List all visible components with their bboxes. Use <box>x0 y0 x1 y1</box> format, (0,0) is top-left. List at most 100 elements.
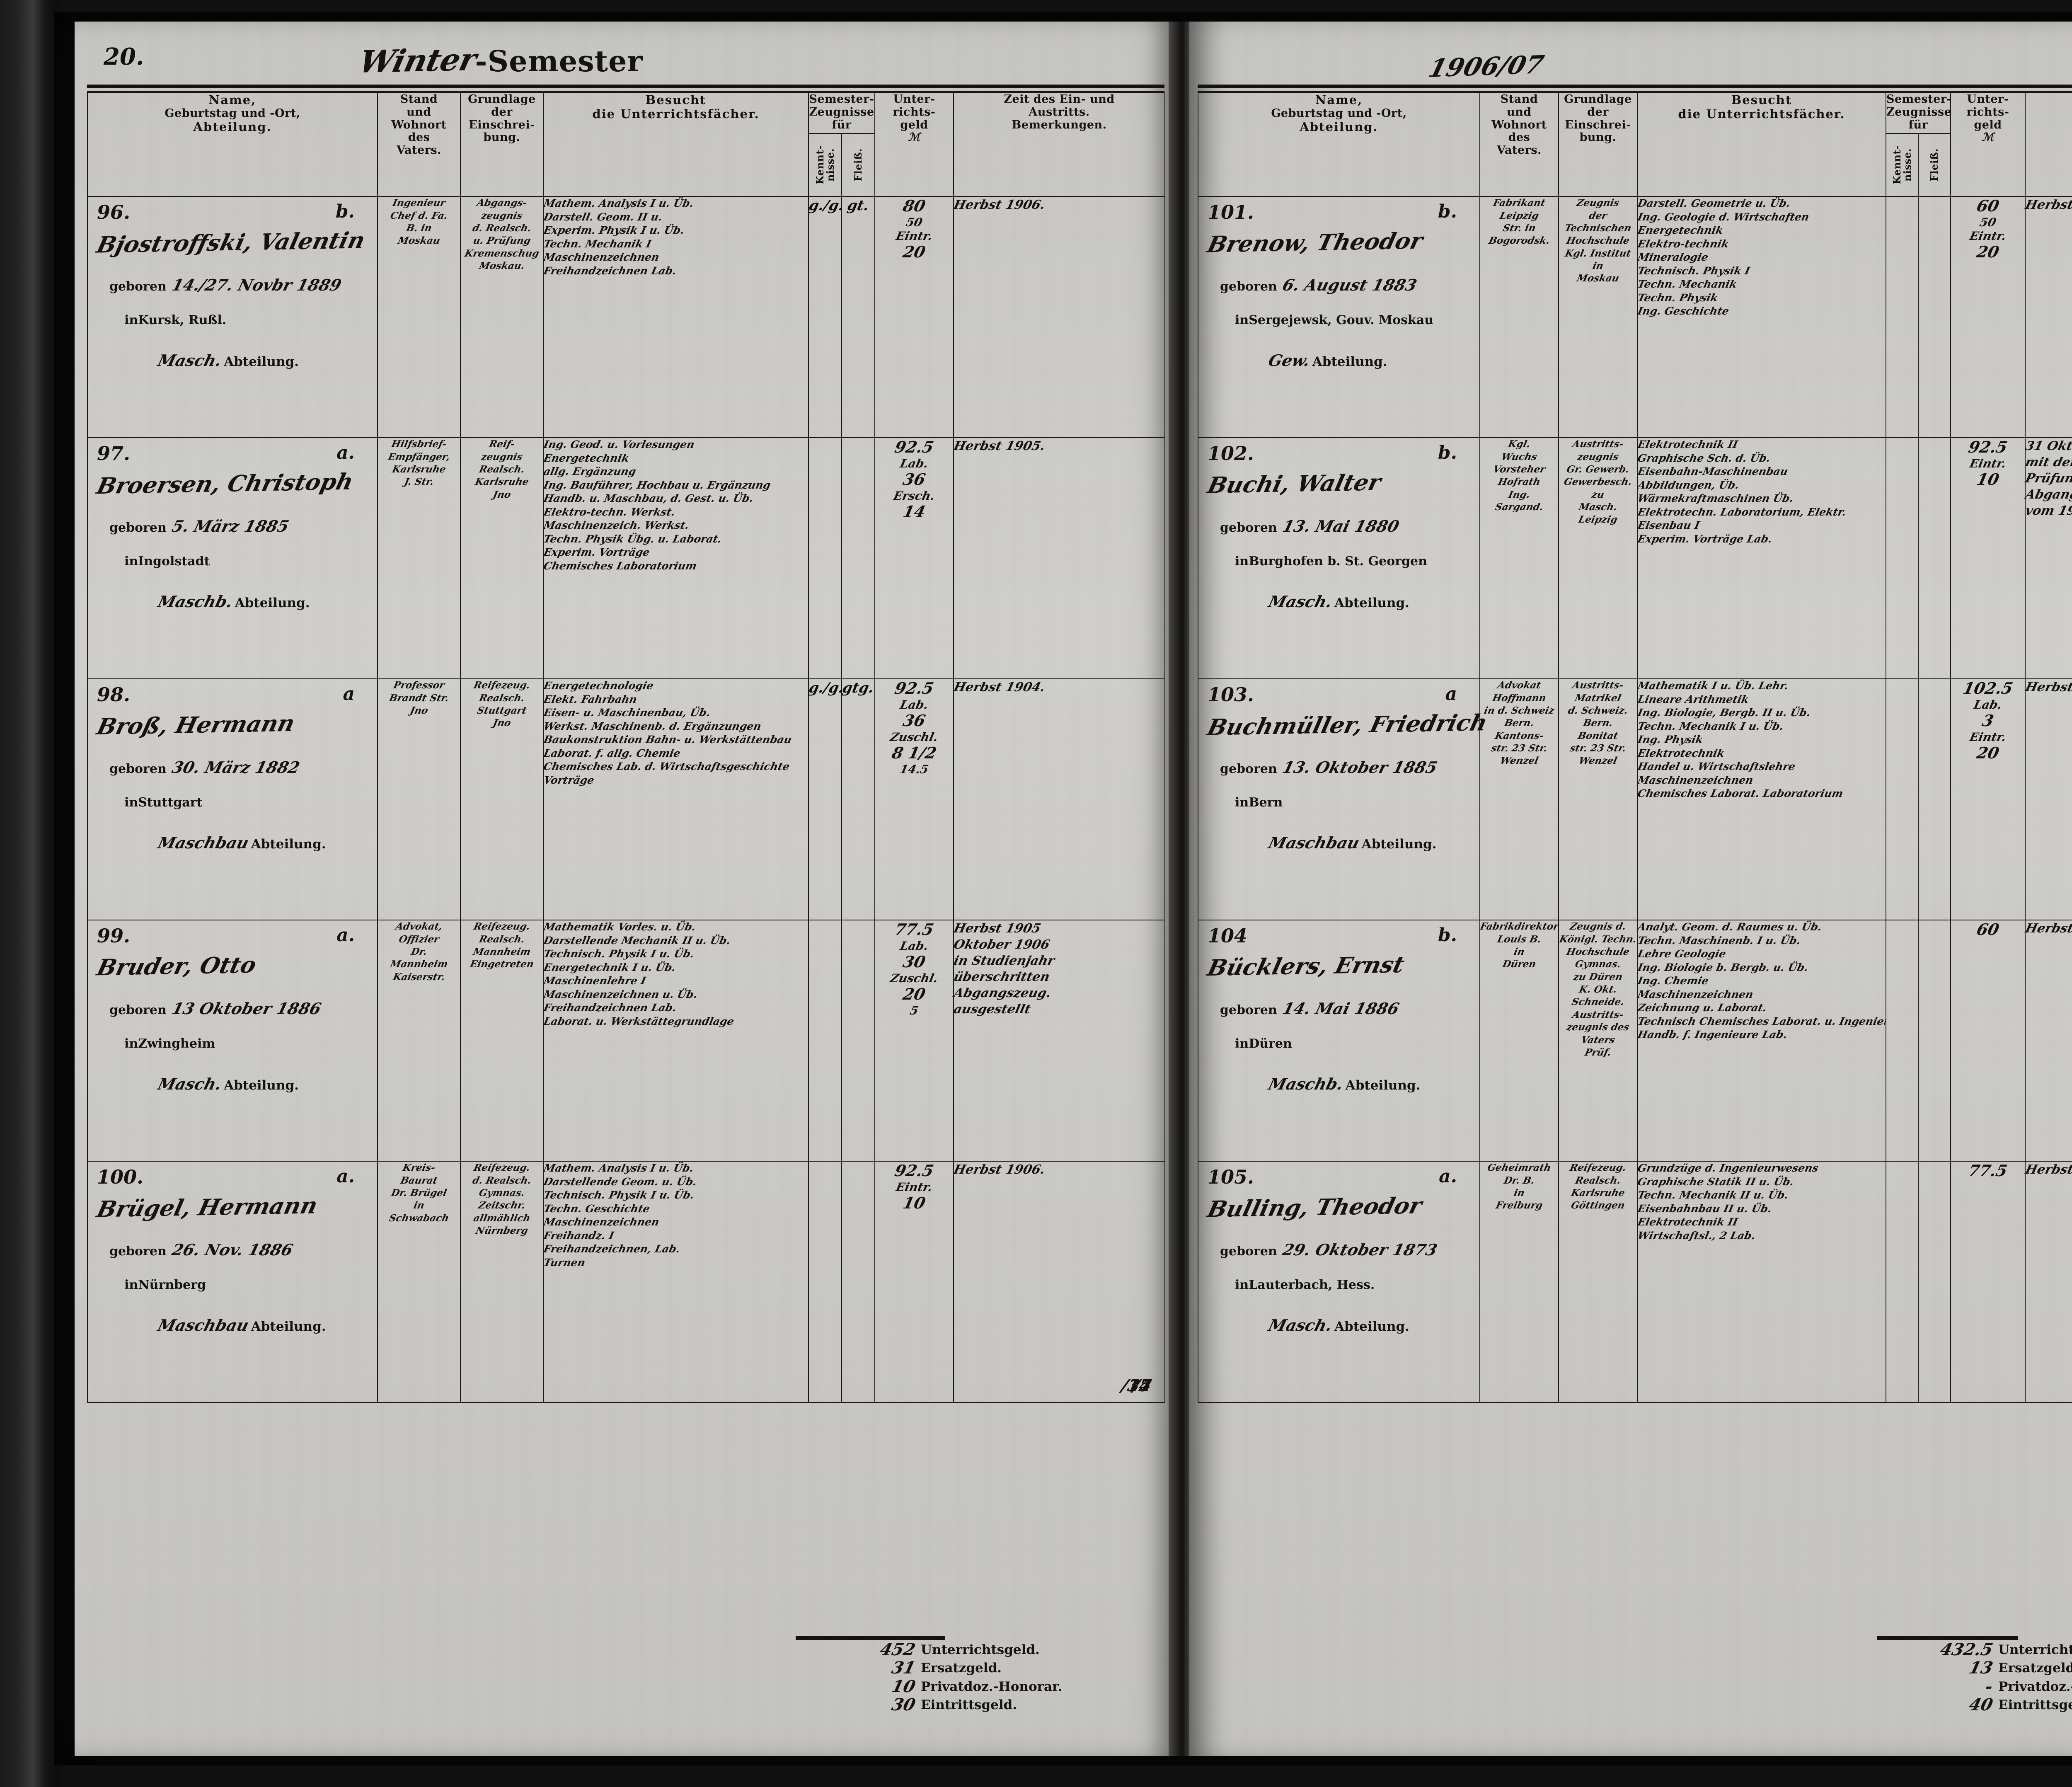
register-table-right: Name, Geburtstag und -Ort, Abteilung. St… <box>1198 92 2072 1403</box>
subject-line: Techn. Physik Übg. u. Laborat. <box>542 533 723 545</box>
birth-line: geboren 13. Mai 1880 <box>1220 517 1401 535</box>
basis-line: Göttingen <box>1570 1200 1626 1211</box>
cell-knowledge-grade <box>1886 437 1919 680</box>
birth-line: geboren 14./27. Novbr 1889 <box>109 276 344 295</box>
father-line: Jno <box>409 705 429 717</box>
cell-basis: Reifezeug. Realsch. Karlsruhe Göttingen <box>1558 1161 1638 1403</box>
fee-amount: 60 <box>1975 196 2001 216</box>
subject-line: Ing. Geologie d. Wirtschaften <box>1636 211 1811 223</box>
father-line: Leipzig <box>1498 210 1540 221</box>
department-line: MaschbauAbteilung. <box>156 1316 326 1335</box>
remark-line: Herbst 1904. <box>952 680 1047 695</box>
basis-line: Gymnas. <box>1574 959 1622 970</box>
cell-subjects: Analyt. Geom. d. Raumes u. Üb. Techn. Mas… <box>1636 920 1887 1162</box>
fee-amount: 92.5 <box>893 438 936 457</box>
basis-line: Realsch. <box>478 464 526 475</box>
table-body-right: 101. b. Brenow, Theodor geboren 6. August 18… <box>1198 196 2072 1403</box>
subject-line: Ing. Chemie <box>1636 975 1710 987</box>
department-value: Maschbau <box>156 1316 251 1335</box>
subject-line: Elektrotechnik II <box>1636 438 1739 451</box>
table-header-row-right: Name, Geburtstag und -Ort, Abteilung. St… <box>1198 92 2072 197</box>
birth-date: 14./27. Novbr 1889 <box>170 276 344 295</box>
birth-line: geboren 5. März 1885 <box>109 517 291 535</box>
department-line: Masch.Abteilung. <box>156 351 299 370</box>
footer-row-replacement: 31 Ersatzgeld. <box>780 1658 1065 1678</box>
row-index: 101. <box>1208 201 1254 224</box>
row-index: 104 <box>1208 925 1248 947</box>
department-value: Maschb. <box>156 592 235 611</box>
father-line: Düren <box>1501 959 1537 970</box>
birthplace-line: inNürnberg <box>124 1278 206 1292</box>
label-in: in <box>1235 313 1249 328</box>
subject-line: Energetechnik <box>542 452 630 464</box>
subject-line: Elektro-techn. Werkst. <box>542 506 676 518</box>
row-section-letter: b. <box>1438 925 1457 946</box>
birth-line: geboren 13. Oktober 1885 <box>1220 758 1439 777</box>
label-abteilung: Abteilung. <box>251 837 326 852</box>
col-header-basis: Grundlage der Einschrei- bung. <box>460 92 544 197</box>
birthplace-line: inIngolstadt <box>124 554 210 569</box>
fee-entry-amount: 20 <box>901 242 927 262</box>
label-in: in <box>124 313 138 328</box>
fee-sub: 50 <box>905 216 924 230</box>
basis-line: Reifezeug. <box>1569 1162 1627 1174</box>
label-geboren: geboren <box>1220 1244 1277 1259</box>
fee-sub: 50 <box>1978 216 1998 230</box>
cell-name: 100. a. Brügel, Hermann geboren 26. Nov. 188… <box>87 1161 378 1403</box>
student-name: Broß, Hermann <box>94 710 298 740</box>
subject-line: Techn. Mechanik I u. Üb. <box>1636 720 1785 732</box>
knowledge-grade: g./g. <box>807 197 845 214</box>
basis-line: Realsch. <box>478 692 526 704</box>
department-line: Masch.Abteilung. <box>156 1075 299 1093</box>
father-line: Hofrath <box>1497 476 1542 488</box>
cell-remarks: Herbst 1905 Oktober 1906 in Studienjahr übe… <box>952 920 1166 1162</box>
father-line: Freiburg <box>1495 1200 1544 1211</box>
cell-name: 98. a Broß, Hermann geboren 30. März 1882 inS… <box>87 678 378 921</box>
cell-subjects: Ing. Geod. u. Vorlesungen Energetechnik al… <box>542 437 1153 1395</box>
basis-line: Nürnberg <box>474 1225 529 1237</box>
basis-line: Technischen <box>1564 223 1633 234</box>
footer-value-entry-right: 40 <box>1967 1695 1995 1715</box>
cell-remarks: Herbst 1906. <box>2024 196 2072 438</box>
basis-line: Reifezeug. <box>472 680 531 691</box>
birth-place: Düren <box>1249 1036 1292 1051</box>
father-line: Schwabach <box>388 1212 450 1224</box>
father-line: Ing. <box>1507 489 1531 500</box>
label-in: in <box>124 795 138 810</box>
subject-line: Elektrotechn. Laboratorium, Elektr. <box>1636 506 1847 518</box>
cell-father: Advokat, Offizier Dr. Mannheim Kaiserstr. <box>377 920 461 1162</box>
basis-line: Austritts- <box>1571 1009 1625 1020</box>
table-row: 104 b. Bücklers, Ernst geboren 14. Mai 1886 i… <box>1198 920 2072 1162</box>
birthplace-line: inSergejewsk, Gouv. Moskau <box>1235 313 1433 327</box>
department-line: Maschb.Abteilung. <box>156 592 310 611</box>
subject-line: Darstellende Geom. u. Üb. <box>542 1175 698 1188</box>
fee-entry-amount: 14 <box>901 502 927 521</box>
student-name: Bjostroffski, Valentin <box>94 227 368 258</box>
cell-subjects: Grundzüge d. Ingenieurwesens Graphische S… <box>1636 1161 1886 1403</box>
col-header-fee: Unter- richts- geld ℳ <box>874 92 954 197</box>
row-index: 102. <box>1208 442 1254 465</box>
fee-sub-amount: 3 <box>1980 711 1996 730</box>
fee-sub-amount: 30 <box>901 952 927 971</box>
birth-date: 13 Oktober 1886 <box>170 999 323 1018</box>
subject-line: Energetechnik I u. Üb. <box>542 961 677 973</box>
cell-father: Fabrikant Leipzig Str. in Bogorodsk. <box>1479 196 1559 438</box>
subject-line: Graphische Sch. d. Üb. <box>1636 452 1772 464</box>
father-line: str. 23 Str. <box>1490 743 1549 754</box>
basis-line: d. Realsch. <box>471 223 533 234</box>
row-section-letter: b. <box>335 201 355 223</box>
basis-line: zeugnis <box>480 451 524 462</box>
father-line: Fabrikdirektor <box>1479 921 1560 932</box>
subject-line: Eisen- u. Maschinenbau, Üb. <box>542 707 712 719</box>
row-index: 105. <box>1208 1166 1254 1189</box>
subject-line: Experim. Physik I u. Üb. <box>542 224 686 237</box>
subject-line: Chemisches Laboratorium <box>542 559 698 572</box>
footer-row-tuition: 452 Unterrichtsgeld. <box>780 1640 1065 1659</box>
student-name: Bücklers, Ernst <box>1205 951 1407 981</box>
father-line: Karlsruhe <box>391 464 447 475</box>
birth-line: geboren 29. Oktober 1873 <box>1220 1240 1439 1259</box>
table-subheader-row-left: Kennt- nisse. Fleiß. <box>87 133 1165 197</box>
fee-entry-amount: 20 <box>1975 743 2001 763</box>
remark-line: ausgestellt <box>952 1002 1032 1017</box>
